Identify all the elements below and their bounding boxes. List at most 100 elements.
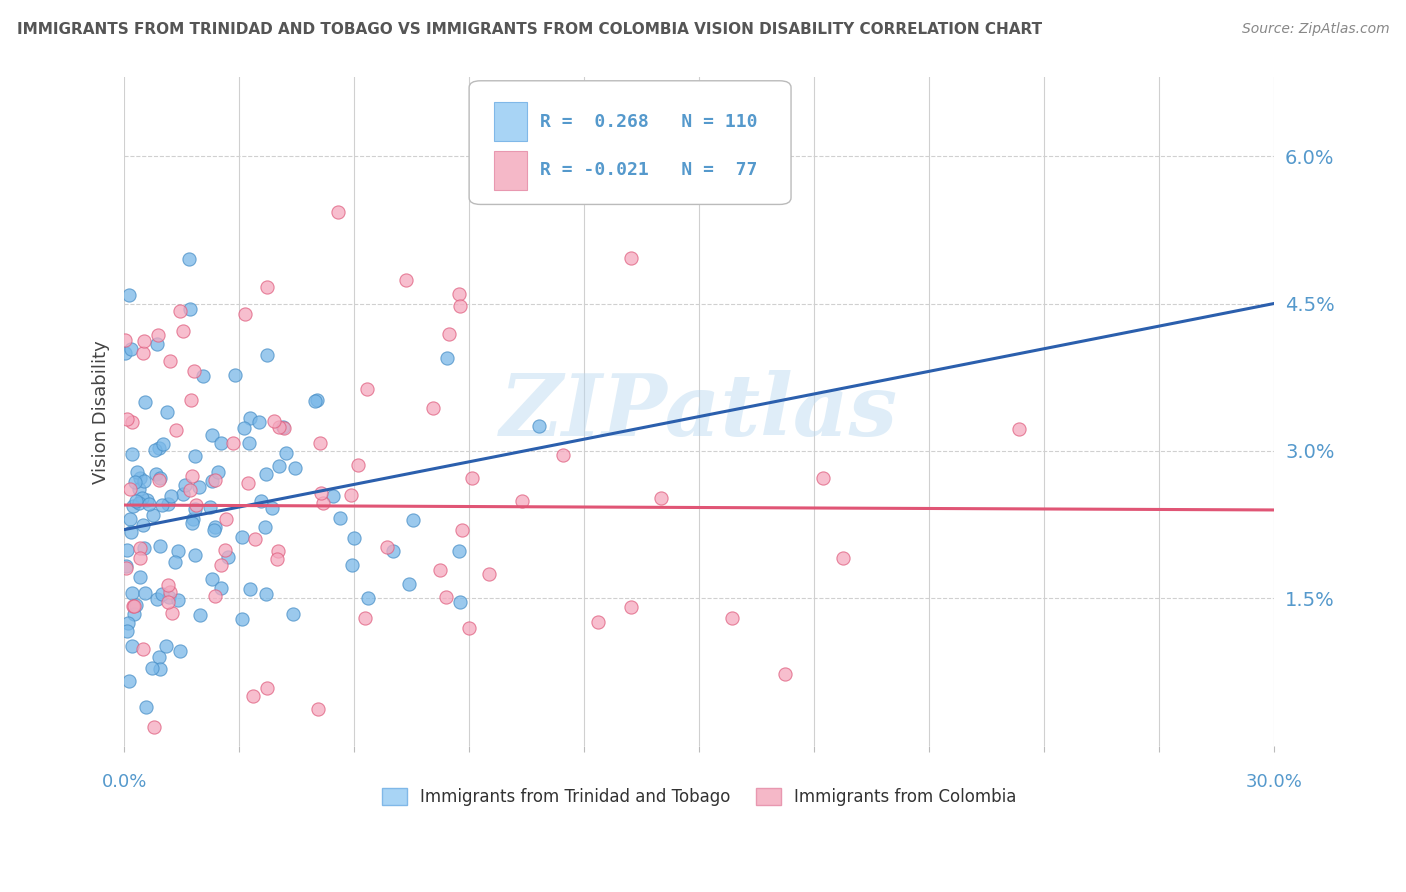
Point	[551, 448, 574, 462]
Point	[263, 414, 285, 428]
Point	[149, 662, 172, 676]
Point	[121, 585, 143, 599]
Point	[437, 326, 460, 341]
Point	[136, 493, 159, 508]
Point	[256, 280, 278, 294]
Text: 0.0%: 0.0%	[101, 772, 146, 790]
Point	[121, 447, 143, 461]
Point	[775, 666, 797, 681]
Point	[620, 599, 643, 614]
Point	[157, 595, 180, 609]
Point	[165, 423, 187, 437]
Point	[461, 471, 484, 485]
Point	[222, 436, 245, 450]
Point	[129, 471, 152, 485]
Point	[209, 436, 232, 450]
Point	[163, 555, 186, 569]
Point	[283, 607, 305, 621]
Text: Source: ZipAtlas.com: Source: ZipAtlas.com	[1241, 22, 1389, 37]
Point	[135, 700, 157, 714]
Point	[273, 421, 295, 435]
Point	[150, 498, 173, 512]
Point	[340, 488, 363, 502]
Point	[143, 720, 166, 734]
Point	[159, 354, 181, 368]
Point	[447, 286, 470, 301]
Point	[141, 661, 163, 675]
Point	[398, 577, 420, 591]
Point	[458, 621, 481, 635]
Point	[179, 302, 201, 317]
Point	[284, 461, 307, 475]
Point	[150, 586, 173, 600]
Point	[118, 288, 141, 302]
Point	[125, 465, 148, 479]
Point	[232, 421, 254, 435]
Point	[117, 543, 139, 558]
Point	[242, 689, 264, 703]
Point	[224, 368, 246, 382]
Point	[354, 610, 377, 624]
Point	[132, 345, 155, 359]
Point	[254, 467, 277, 481]
Point	[121, 639, 143, 653]
Point	[166, 593, 188, 607]
Point	[329, 510, 352, 524]
Point	[436, 351, 458, 365]
Point	[132, 541, 155, 555]
Point	[142, 508, 165, 522]
Point	[422, 401, 444, 416]
Point	[128, 541, 150, 556]
Point	[167, 544, 190, 558]
Point	[250, 494, 273, 508]
Point	[115, 624, 138, 638]
Point	[184, 450, 207, 464]
Point	[586, 615, 609, 629]
Point	[188, 608, 211, 623]
Point	[148, 441, 170, 455]
Point	[120, 483, 142, 497]
Point	[114, 346, 136, 360]
Point	[311, 496, 333, 510]
Point	[449, 299, 471, 313]
Point	[271, 420, 294, 434]
Point	[304, 393, 326, 408]
Point	[214, 542, 236, 557]
Point	[122, 607, 145, 621]
Point	[201, 572, 224, 586]
Point	[204, 590, 226, 604]
Point	[529, 419, 551, 434]
Point	[146, 327, 169, 342]
Point	[122, 500, 145, 514]
Point	[183, 502, 205, 516]
Point	[184, 549, 207, 563]
Point	[155, 640, 177, 654]
Point	[238, 582, 260, 597]
Text: IMMIGRANTS FROM TRINIDAD AND TOBAGO VS IMMIGRANTS FROM COLOMBIA VISION DISABILIT: IMMIGRANTS FROM TRINIDAD AND TOBAGO VS I…	[17, 22, 1042, 37]
Point	[134, 394, 156, 409]
Point	[149, 471, 172, 485]
Point	[231, 531, 253, 545]
Point	[149, 539, 172, 553]
Point	[146, 592, 169, 607]
Point	[117, 615, 139, 630]
Point	[188, 480, 211, 494]
Point	[129, 550, 152, 565]
Point	[125, 598, 148, 612]
Point	[128, 496, 150, 510]
Point	[401, 513, 423, 527]
Point	[429, 563, 451, 577]
Point	[309, 435, 332, 450]
Point	[650, 491, 672, 505]
Point	[207, 465, 229, 479]
Point	[269, 459, 291, 474]
Point	[146, 337, 169, 351]
Point	[117, 412, 139, 426]
Point	[174, 478, 197, 492]
Point	[114, 560, 136, 574]
Point	[180, 393, 202, 408]
Point	[114, 333, 136, 347]
Point	[254, 587, 277, 601]
Point	[169, 304, 191, 318]
Point	[238, 475, 260, 490]
